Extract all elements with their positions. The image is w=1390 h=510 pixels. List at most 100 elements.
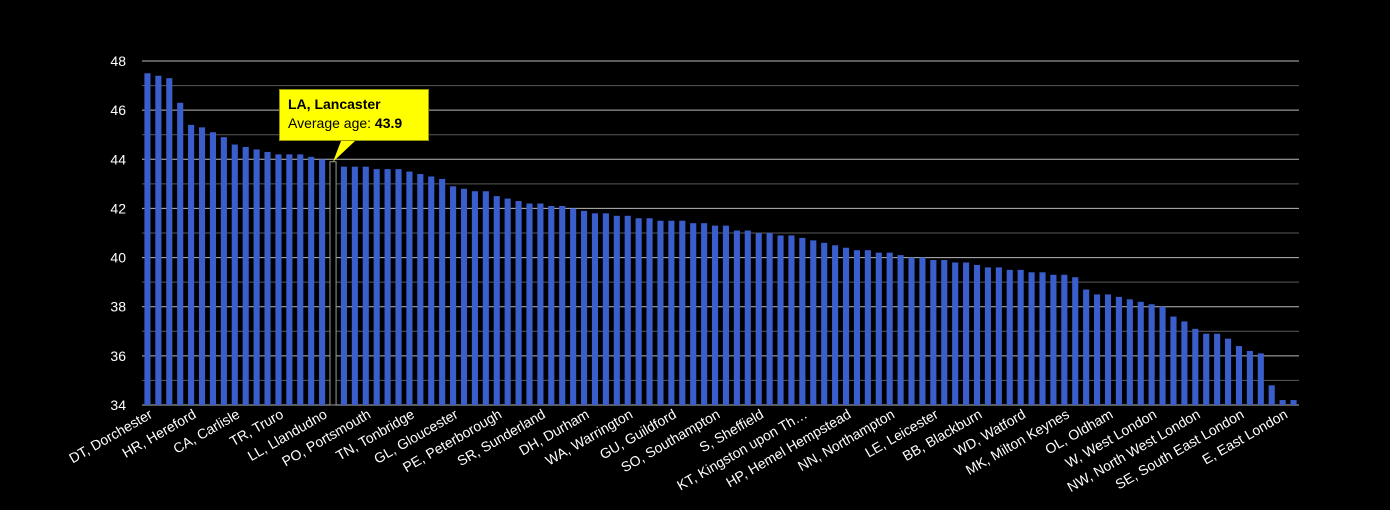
bar[interactable] <box>1072 277 1079 405</box>
bar[interactable] <box>1126 299 1133 405</box>
bar[interactable] <box>733 230 740 405</box>
bar[interactable] <box>493 196 500 405</box>
bar[interactable] <box>319 159 326 405</box>
bar[interactable] <box>428 176 435 405</box>
bar[interactable] <box>821 242 828 405</box>
bar[interactable] <box>209 132 217 405</box>
bar[interactable] <box>144 73 151 406</box>
bar[interactable] <box>777 235 784 405</box>
bar[interactable] <box>460 188 468 405</box>
bar[interactable] <box>1224 338 1232 405</box>
bar[interactable] <box>581 210 588 405</box>
bar[interactable] <box>679 220 686 405</box>
bar[interactable] <box>1104 294 1112 405</box>
bar[interactable] <box>832 245 839 405</box>
bar[interactable] <box>1279 400 1286 405</box>
bar[interactable] <box>908 257 915 405</box>
bar[interactable] <box>231 144 238 406</box>
bar[interactable] <box>286 154 293 405</box>
bar[interactable] <box>635 218 642 405</box>
bar[interactable] <box>471 191 478 405</box>
bar[interactable] <box>1050 274 1057 405</box>
bar[interactable] <box>624 215 631 405</box>
bar[interactable] <box>995 267 1002 405</box>
bar[interactable] <box>384 169 391 405</box>
bar[interactable] <box>1257 353 1264 405</box>
bar[interactable] <box>657 220 664 405</box>
bar[interactable] <box>308 156 315 405</box>
bar[interactable] <box>1192 328 1199 405</box>
bar[interactable] <box>1083 289 1090 405</box>
bar[interactable] <box>351 166 358 405</box>
bar[interactable] <box>853 250 860 405</box>
bar[interactable] <box>984 267 991 405</box>
bar[interactable] <box>417 174 424 405</box>
bar[interactable] <box>973 264 981 405</box>
bar-highlighted[interactable] <box>329 161 337 406</box>
bar[interactable] <box>646 218 653 405</box>
bar[interactable] <box>1017 269 1024 405</box>
bar[interactable] <box>220 137 227 405</box>
bar[interactable] <box>559 205 566 405</box>
bar[interactable] <box>188 124 195 405</box>
bar[interactable] <box>864 250 871 405</box>
bar[interactable] <box>952 262 959 405</box>
bar[interactable] <box>537 203 544 405</box>
bar[interactable] <box>155 75 162 405</box>
bar[interactable] <box>722 225 730 405</box>
bar[interactable] <box>450 186 457 405</box>
bar[interactable] <box>755 233 762 405</box>
bar[interactable] <box>253 149 260 405</box>
bar[interactable] <box>897 255 904 405</box>
bar[interactable] <box>1246 350 1253 405</box>
bar[interactable] <box>548 205 555 405</box>
bar[interactable] <box>963 262 970 405</box>
bar[interactable] <box>1203 333 1210 405</box>
bar[interactable] <box>701 223 708 405</box>
bar[interactable] <box>941 260 948 405</box>
bar[interactable] <box>799 237 806 405</box>
bar[interactable] <box>340 166 347 405</box>
bar[interactable] <box>875 252 882 405</box>
bar[interactable] <box>886 252 893 405</box>
bar[interactable] <box>570 208 577 405</box>
bar[interactable] <box>1268 385 1275 405</box>
bar[interactable] <box>177 102 184 406</box>
bar[interactable] <box>930 260 937 405</box>
bar[interactable] <box>744 230 751 405</box>
bar[interactable] <box>1290 400 1297 405</box>
bar[interactable] <box>373 169 380 405</box>
bar[interactable] <box>406 171 413 405</box>
bar[interactable] <box>362 166 369 405</box>
bar[interactable] <box>1061 274 1068 405</box>
bar[interactable] <box>1137 301 1144 405</box>
bar[interactable] <box>711 225 719 405</box>
bar[interactable] <box>482 191 489 405</box>
bar[interactable] <box>242 147 249 405</box>
bar[interactable] <box>198 127 206 405</box>
bar[interactable] <box>1235 346 1243 405</box>
bar[interactable] <box>810 240 817 405</box>
bar[interactable] <box>1148 304 1155 405</box>
bar[interactable] <box>275 154 282 405</box>
bar[interactable] <box>1115 296 1122 405</box>
bar[interactable] <box>166 78 173 405</box>
bar[interactable] <box>1039 272 1046 405</box>
bar[interactable] <box>297 154 304 405</box>
bar[interactable] <box>526 203 533 405</box>
bar[interactable] <box>919 257 926 405</box>
bar[interactable] <box>1094 294 1101 405</box>
bar[interactable] <box>1170 316 1177 405</box>
bar[interactable] <box>668 220 675 405</box>
bar[interactable] <box>1214 333 1221 405</box>
bar[interactable] <box>1028 272 1035 405</box>
bar[interactable] <box>515 201 522 405</box>
bar[interactable] <box>788 235 795 405</box>
bar[interactable] <box>1159 306 1166 405</box>
bar[interactable] <box>613 215 620 405</box>
bar[interactable] <box>1006 269 1013 405</box>
bar[interactable] <box>766 233 773 405</box>
bar[interactable] <box>395 169 402 405</box>
bar[interactable] <box>602 213 609 405</box>
bar[interactable] <box>690 223 697 405</box>
